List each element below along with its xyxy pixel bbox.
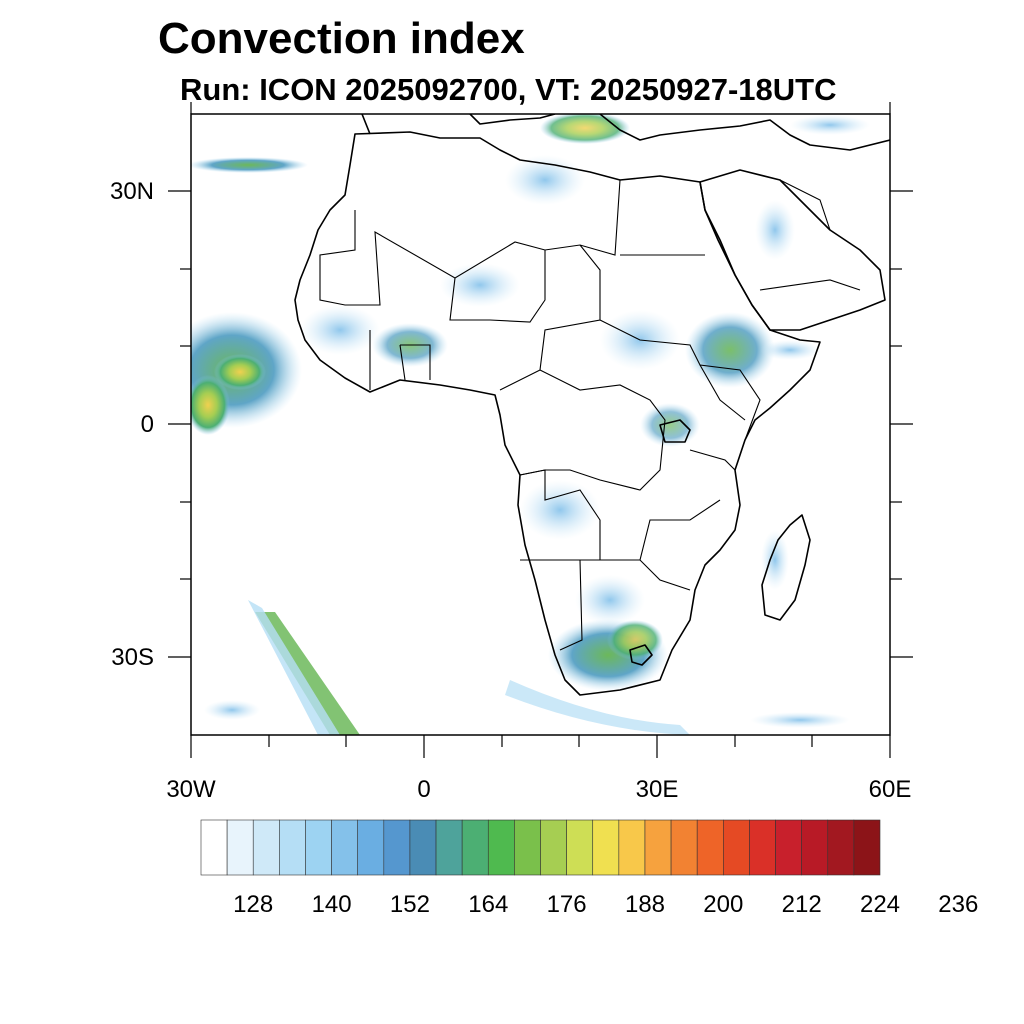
map-subtitle: Run: ICON 2025092700, VT: 20250927-18UTC bbox=[180, 72, 837, 107]
colorbar-swatch bbox=[461, 819, 489, 876]
field-itcz-core2 bbox=[214, 354, 266, 390]
europe-coast bbox=[361, 114, 556, 135]
colorbar-swatch bbox=[696, 819, 724, 876]
africa-coast bbox=[294, 131, 821, 696]
tick-marks bbox=[168, 102, 913, 758]
colorbar-swatch bbox=[487, 819, 515, 876]
colorbar-tick-label: 164 bbox=[468, 891, 508, 918]
colorbar-swatch bbox=[801, 819, 829, 876]
colorbar-swatch bbox=[331, 819, 358, 876]
border-niger bbox=[449, 250, 546, 323]
field-aegean bbox=[540, 114, 630, 144]
colorbar-swatch bbox=[775, 819, 802, 876]
border-westafrica bbox=[369, 330, 431, 390]
lat-label-30n: 30N bbox=[110, 178, 154, 205]
colorbar-swatch bbox=[435, 819, 463, 876]
field-southern-ocean-band bbox=[505, 680, 690, 735]
lon-label-60e: 60E bbox=[869, 776, 912, 803]
colorbar-tick-label: 236 bbox=[938, 891, 978, 918]
field-itcz-core bbox=[191, 375, 230, 435]
lon-label-0: 0 bbox=[417, 776, 430, 803]
colorbar-swatch bbox=[226, 819, 254, 876]
colorbar-swatch bbox=[644, 819, 672, 876]
colorbar-tick-label: 188 bbox=[625, 891, 665, 918]
colorbar-tick-label: 200 bbox=[703, 891, 743, 918]
colorbar-tick-label: 140 bbox=[312, 891, 352, 918]
field-botswana bbox=[575, 575, 645, 625]
colorbar-swatch bbox=[305, 819, 332, 876]
arabia-coast bbox=[699, 169, 886, 331]
colorbar-tick-label: 152 bbox=[390, 891, 430, 918]
field-niger bbox=[440, 263, 520, 307]
field-somalia bbox=[760, 340, 820, 360]
border-arabia bbox=[759, 179, 861, 291]
madagascar-coast bbox=[761, 514, 811, 621]
convection-field bbox=[191, 114, 890, 735]
coastlines bbox=[294, 114, 890, 696]
field-turkey bbox=[790, 115, 870, 135]
border-chad bbox=[499, 244, 601, 391]
border-congo bbox=[519, 369, 666, 491]
border-southern bbox=[559, 499, 721, 651]
field-red-sea-west bbox=[755, 200, 795, 260]
colorbar-swatch bbox=[200, 819, 228, 876]
lon-label-30w: 30W bbox=[166, 776, 216, 803]
colorbar: 128 140 152 164 176 188 200 212 224 236 bbox=[200, 819, 978, 918]
colorbar-swatch bbox=[749, 819, 776, 876]
colorbar-tick-label: 176 bbox=[547, 891, 587, 918]
colorbar-swatch bbox=[723, 819, 750, 876]
colorbar-swatch bbox=[252, 819, 280, 876]
colorbar-swatch bbox=[827, 819, 855, 876]
colorbar-swatch bbox=[357, 819, 385, 876]
colorbar-swatch bbox=[592, 819, 620, 876]
border-east bbox=[689, 364, 746, 471]
colorbar-swatch bbox=[566, 819, 594, 876]
field-sw-patch bbox=[204, 700, 260, 720]
field-libya bbox=[505, 155, 585, 205]
country-borders bbox=[319, 179, 861, 651]
lat-label-0: 0 bbox=[141, 411, 154, 438]
lon-label-30e: 30E bbox=[636, 776, 679, 803]
field-southern-indian bbox=[750, 712, 850, 728]
lesotho-border bbox=[629, 644, 653, 666]
colorbar-swatch bbox=[383, 819, 411, 876]
colorbar-swatch bbox=[853, 819, 881, 876]
field-madagascar bbox=[761, 530, 789, 590]
field-north-atlantic-streak bbox=[191, 157, 308, 173]
colorbar-swatch bbox=[540, 819, 567, 876]
colorbar-tick-label: 224 bbox=[860, 891, 900, 918]
field-frontal-band-edge bbox=[248, 600, 340, 735]
colorbar-tick-label: 128 bbox=[233, 891, 273, 918]
lake-victoria bbox=[659, 419, 691, 443]
colorbar-tick-label: 212 bbox=[782, 891, 822, 918]
turkey-coast bbox=[599, 114, 890, 151]
field-guinea bbox=[300, 305, 380, 355]
field-angola bbox=[520, 480, 600, 540]
colorbar-swatch bbox=[279, 819, 306, 876]
field-lake-victoria bbox=[640, 403, 700, 447]
lat-label-30s: 30S bbox=[111, 644, 154, 671]
field-ethiopia bbox=[685, 312, 775, 388]
colorbar-swatch bbox=[514, 819, 541, 876]
colorbar-swatch bbox=[409, 819, 437, 876]
colorbar-swatch bbox=[670, 819, 698, 876]
field-south-africa-core bbox=[607, 620, 663, 660]
map-title: Convection index bbox=[158, 14, 525, 63]
colorbar-swatch bbox=[618, 819, 646, 876]
